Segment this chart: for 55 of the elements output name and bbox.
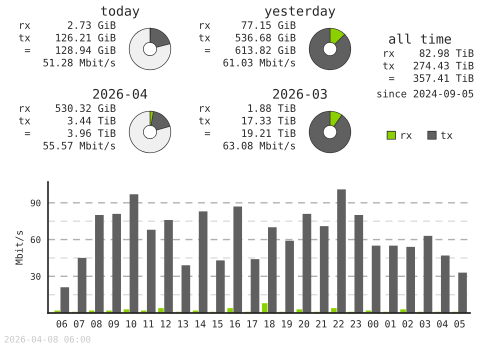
text: = 19.21 TiB xyxy=(204,129,296,137)
x-tick-label: 09 xyxy=(108,320,119,328)
text: 51.28 Mbit/s xyxy=(43,58,115,68)
x-tick-label: 19 xyxy=(282,320,292,328)
x-tick-label: 05 xyxy=(454,320,465,328)
legend-label: tx xyxy=(440,132,452,139)
x-tick-label: 23 xyxy=(350,320,361,328)
y-axis-title: Mbit/s xyxy=(15,230,24,265)
x-tick-label: 15 xyxy=(212,320,223,328)
y-tick-label: 90 xyxy=(30,200,40,206)
y-tick-label: 30 xyxy=(30,273,40,280)
x-tick-label: 17 xyxy=(247,320,258,328)
chart-title: 2026-03 xyxy=(273,88,327,99)
x-tick-label: 21 xyxy=(316,320,326,328)
text: = 3.96 TiB xyxy=(24,129,116,137)
chart-title: yesterday xyxy=(264,6,336,18)
x-tick-label: 03 xyxy=(420,320,430,328)
text: since 2024-09-05 xyxy=(377,90,474,98)
text: 63.08 Mbit/s xyxy=(223,142,295,150)
legend-label: rx xyxy=(401,133,412,139)
text: rx 1.88 TiB xyxy=(200,104,296,112)
x-tick-label: 06 xyxy=(56,320,68,328)
x-tick-label: 16 xyxy=(230,320,240,328)
y-tick-label: 60 xyxy=(30,236,40,244)
text: rx 530.32 GiB xyxy=(20,104,116,112)
x-tick-label: 18 xyxy=(264,320,275,328)
chart-title: today xyxy=(100,6,140,18)
text: 55.57 Mbit/s xyxy=(43,142,115,150)
text: rx 82.98 TiB xyxy=(384,49,474,57)
text: tx 3.44 TiB xyxy=(18,116,116,124)
text: tx 126.21 GiB xyxy=(18,34,116,42)
x-tick-label: 13 xyxy=(178,320,188,328)
x-tick-label: 00 xyxy=(368,320,378,328)
chart-title: 2026-04 xyxy=(93,88,148,99)
x-tick-label: 14 xyxy=(196,320,206,328)
text: = 128.94 GiB xyxy=(24,46,116,54)
x-tick-label: 11 xyxy=(144,320,154,328)
text: tx 274.43 TiB xyxy=(383,62,474,70)
x-tick-label: 02 xyxy=(402,320,413,328)
x-tick-label: 22 xyxy=(333,320,344,328)
x-tick-label: 10 xyxy=(126,320,136,328)
text: rx 2.73 GiB xyxy=(20,21,116,29)
text: rx 77.15 GiB xyxy=(200,21,296,29)
text: tx 17.33 TiB xyxy=(198,116,296,124)
text: tx 536.68 GiB xyxy=(198,34,296,42)
text: = 613.82 GiB xyxy=(204,46,296,54)
x-tick-label: 01 xyxy=(385,320,396,328)
text: = 357.41 TiB xyxy=(388,74,474,82)
x-tick-label: 04 xyxy=(437,320,448,328)
x-tick-label: 20 xyxy=(298,320,310,328)
x-tick-label: 12 xyxy=(160,320,171,328)
x-tick-label: 07 xyxy=(74,320,84,328)
text: all time xyxy=(389,34,451,44)
text: 61.03 Mbit/s xyxy=(223,58,295,68)
x-tick-label: 08 xyxy=(91,320,102,328)
